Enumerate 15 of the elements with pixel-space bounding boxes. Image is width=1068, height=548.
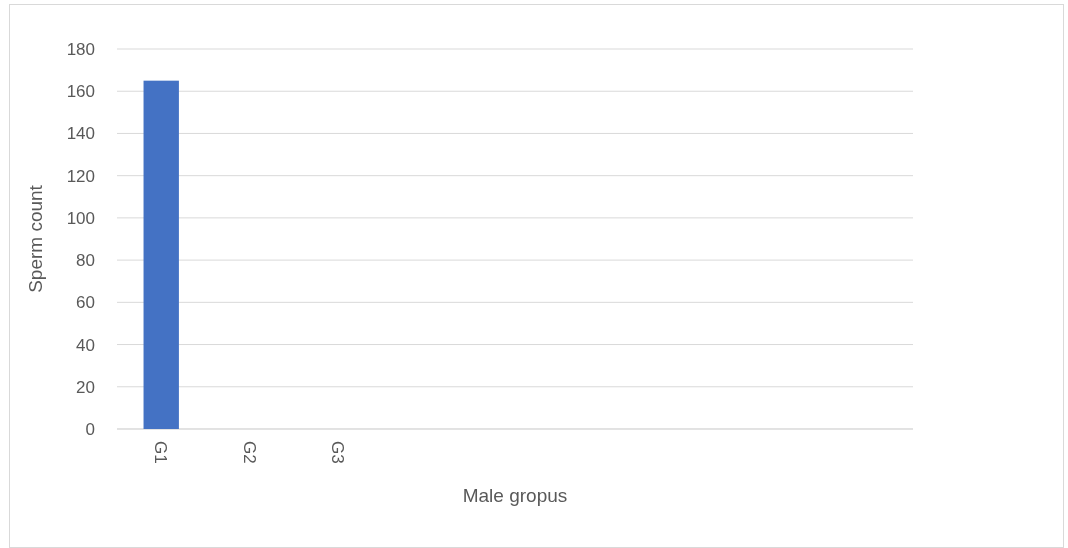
x-tick-label: G3 [328, 441, 348, 464]
y-tick-label: 60 [76, 293, 95, 313]
x-tick-label: G2 [239, 441, 259, 464]
y-tick-label: 80 [76, 251, 95, 271]
y-tick-label: 180 [66, 39, 95, 59]
y-axis-title: Sperm count [25, 184, 46, 293]
y-tick-label: 160 [66, 82, 95, 102]
y-tick-label: 0 [85, 419, 95, 439]
y-tick-label: 40 [76, 335, 95, 355]
y-tick-label: 140 [66, 124, 95, 144]
y-tick-label: 20 [76, 377, 95, 397]
y-tick-label: 100 [66, 208, 95, 228]
x-axis-title: Male gropus [462, 485, 568, 506]
y-tick-label: 120 [66, 166, 95, 186]
x-tick-label: G1 [151, 441, 171, 464]
